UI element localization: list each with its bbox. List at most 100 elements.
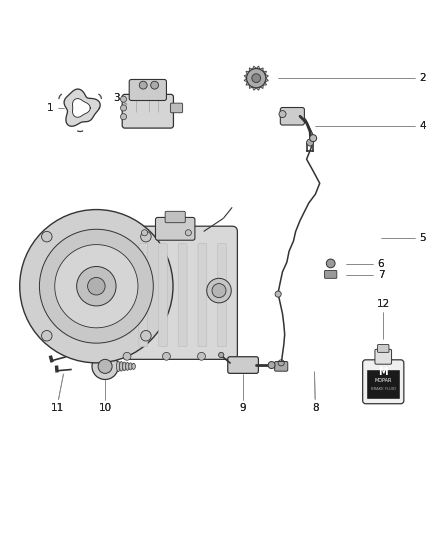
Circle shape [279,110,286,118]
Polygon shape [246,71,249,75]
Text: 7: 7 [378,270,385,280]
Text: 3: 3 [113,93,120,103]
FancyBboxPatch shape [170,103,183,113]
FancyBboxPatch shape [122,226,237,359]
Polygon shape [59,94,61,99]
Polygon shape [260,85,263,88]
Ellipse shape [132,364,135,369]
FancyBboxPatch shape [280,108,304,125]
Text: 4: 4 [419,122,426,131]
Polygon shape [256,87,260,90]
Text: 11: 11 [50,402,64,413]
Polygon shape [265,75,268,78]
FancyBboxPatch shape [363,360,404,403]
Ellipse shape [120,361,123,371]
Text: 8: 8 [312,402,319,413]
Ellipse shape [123,362,126,371]
Circle shape [39,229,153,343]
Circle shape [120,96,127,102]
FancyBboxPatch shape [139,243,148,346]
Polygon shape [265,78,268,82]
FancyBboxPatch shape [378,344,389,352]
Text: 6: 6 [378,260,385,269]
Text: M: M [378,367,388,377]
Polygon shape [263,82,266,85]
Circle shape [207,278,231,303]
Circle shape [88,278,105,295]
Polygon shape [249,68,253,71]
FancyBboxPatch shape [275,361,288,371]
Circle shape [219,352,224,358]
Circle shape [123,352,131,360]
Circle shape [141,231,151,242]
Ellipse shape [126,362,129,370]
Circle shape [98,359,112,374]
FancyBboxPatch shape [155,217,195,240]
Text: 7: 7 [378,270,385,280]
Text: 1: 1 [47,103,54,113]
Circle shape [198,352,205,360]
Polygon shape [263,71,266,75]
Polygon shape [64,89,100,126]
Text: 9: 9 [240,402,247,413]
Text: 5: 5 [419,233,426,243]
FancyBboxPatch shape [165,211,185,223]
Text: 3: 3 [113,93,120,103]
FancyBboxPatch shape [198,243,207,346]
Circle shape [212,284,226,297]
Circle shape [310,135,317,142]
Circle shape [139,81,147,89]
Ellipse shape [129,363,132,370]
Ellipse shape [117,361,120,372]
Circle shape [252,74,261,83]
Circle shape [42,330,52,341]
Circle shape [247,69,266,88]
Circle shape [275,291,281,297]
Text: 4: 4 [419,122,426,131]
Text: 8: 8 [312,402,319,413]
FancyBboxPatch shape [218,243,226,346]
Circle shape [307,139,314,146]
FancyBboxPatch shape [325,270,337,278]
Text: 11: 11 [50,402,64,413]
Text: 12: 12 [377,298,390,309]
Text: 2: 2 [419,73,426,83]
Circle shape [20,209,173,363]
Text: 12: 12 [377,298,390,309]
Circle shape [162,352,170,360]
Circle shape [141,230,148,236]
Circle shape [42,231,52,242]
Circle shape [92,353,118,379]
Circle shape [326,259,335,268]
FancyBboxPatch shape [375,349,392,364]
Polygon shape [99,94,101,99]
Polygon shape [253,87,256,90]
FancyBboxPatch shape [129,79,166,101]
Circle shape [141,330,151,341]
Polygon shape [260,68,263,71]
Text: 1: 1 [47,103,54,113]
FancyBboxPatch shape [159,243,167,346]
Polygon shape [253,66,256,69]
Polygon shape [244,78,247,82]
Circle shape [185,230,191,236]
Polygon shape [244,75,247,78]
Text: MOPAR: MOPAR [374,378,392,383]
Polygon shape [73,99,90,117]
Circle shape [55,245,138,328]
FancyBboxPatch shape [178,243,187,346]
Text: 5: 5 [419,233,426,243]
Polygon shape [78,131,83,132]
Text: 10: 10 [99,402,112,413]
FancyBboxPatch shape [122,94,173,128]
Circle shape [77,266,116,306]
Polygon shape [256,66,260,69]
Polygon shape [246,82,249,85]
Text: 9: 9 [240,402,247,413]
FancyBboxPatch shape [367,370,399,398]
Text: BRAKE FLUID: BRAKE FLUID [371,387,396,391]
Circle shape [120,105,127,111]
Text: 6: 6 [378,260,385,269]
Text: 2: 2 [419,73,426,83]
Circle shape [120,114,127,120]
